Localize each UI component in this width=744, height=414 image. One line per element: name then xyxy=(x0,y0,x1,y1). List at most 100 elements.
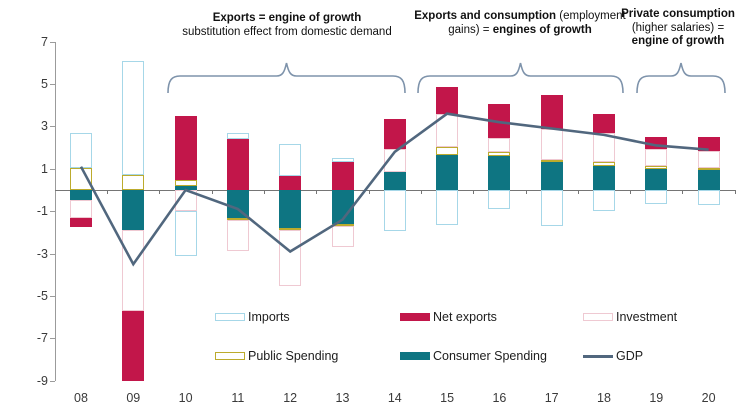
bar-segment xyxy=(174,180,197,186)
y-tick xyxy=(50,126,55,128)
y-tick-label: 5 xyxy=(41,77,48,91)
x-tick xyxy=(630,190,632,194)
bar-segment xyxy=(279,230,302,287)
bar-segment xyxy=(70,167,92,190)
bar-segment xyxy=(697,167,720,170)
bar-segment xyxy=(488,104,511,139)
legend-label: Net exports xyxy=(433,310,497,324)
group-brace xyxy=(167,62,406,94)
legend-item-public-spending: Public Spending xyxy=(215,349,338,363)
legend-item-net-exports: Net exports xyxy=(400,310,497,324)
bar-segment xyxy=(645,137,668,149)
investment-swatch-icon xyxy=(583,313,613,321)
consumer-spending-swatch-icon xyxy=(400,352,430,360)
legend-label: Public Spending xyxy=(248,349,339,363)
bar-segment xyxy=(436,113,459,147)
bar-segment xyxy=(226,139,249,190)
x-tick-label: 14 xyxy=(387,391,402,405)
x-tick-label: 09 xyxy=(126,391,141,405)
bar-segment xyxy=(540,162,563,190)
bar-segment xyxy=(383,148,406,172)
bar-segment xyxy=(122,230,145,311)
bar-segment xyxy=(70,199,92,218)
x-tick-label: 13 xyxy=(335,391,350,405)
bar-segment xyxy=(331,158,354,163)
y-tick-label: -7 xyxy=(36,331,48,346)
bar-segment xyxy=(383,171,406,190)
x-tick-label: 11 xyxy=(231,391,245,405)
bar-segment xyxy=(645,168,668,190)
bar-segment xyxy=(436,155,459,190)
x-tick xyxy=(577,190,579,194)
x-tick xyxy=(734,190,736,194)
bar-segment xyxy=(70,190,92,200)
bar-segment xyxy=(226,190,249,218)
x-tick-label: 08 xyxy=(74,391,88,405)
bar-segment xyxy=(488,138,511,152)
y-tick-label: -1 xyxy=(36,204,48,219)
y-tick xyxy=(50,168,55,170)
bar-segment xyxy=(697,190,720,205)
bar-segment xyxy=(645,165,668,169)
x-tick-label: 16 xyxy=(492,391,507,405)
bar-segment xyxy=(70,217,92,228)
bar-segment xyxy=(593,113,615,133)
y-tick xyxy=(50,253,55,255)
public-spending-swatch-icon xyxy=(215,352,245,360)
legend-item-consumer-spending: Consumer Spending xyxy=(400,349,547,363)
x-tick-label: 10 xyxy=(178,391,193,405)
y-tick xyxy=(50,41,55,43)
annotation-private-consumption: Private consumption (higher salaries) = en… xyxy=(621,8,735,47)
bar-segment xyxy=(279,190,302,229)
x-tick xyxy=(159,190,161,194)
bar-segment xyxy=(593,162,615,166)
y-tick xyxy=(50,84,55,85)
y-tick xyxy=(50,380,55,382)
net-exports-swatch-icon xyxy=(400,313,430,321)
bar-segment xyxy=(174,190,197,212)
x-tick xyxy=(211,190,213,194)
bar-segment xyxy=(174,211,197,256)
annotation-exports-engine: Exports = engine of growth substitution e… xyxy=(182,12,392,38)
bar-segment xyxy=(226,219,249,252)
x-tick xyxy=(368,190,370,194)
y-tick-label: 1 xyxy=(41,161,48,176)
legend-item-investment: Investment xyxy=(583,310,677,324)
bar-segment xyxy=(488,151,511,157)
bar-segment xyxy=(383,118,406,149)
legend-label: Consumer Spending xyxy=(433,349,547,363)
legend-label: GDP xyxy=(616,349,644,363)
bar-segment xyxy=(279,144,302,177)
bar-segment xyxy=(593,132,615,163)
y-axis-line xyxy=(55,41,56,381)
bar-segment xyxy=(488,190,511,210)
legend-label: Imports xyxy=(248,310,290,324)
bar-segment xyxy=(593,190,615,212)
bar-segment xyxy=(226,132,249,140)
y-tick-label: -3 xyxy=(36,246,48,261)
bar-segment xyxy=(383,190,406,232)
bar-segment xyxy=(174,115,197,181)
y-tick xyxy=(50,296,55,297)
bar-segment xyxy=(593,165,615,190)
legend-item-imports: Imports xyxy=(215,310,290,324)
x-tick-label: 20 xyxy=(701,391,716,405)
bar-segment xyxy=(279,176,302,190)
legend-item-gdp: GDP xyxy=(583,349,643,363)
y-tick xyxy=(50,338,55,340)
x-tick xyxy=(525,190,527,194)
bar-segment xyxy=(540,128,563,161)
bar-segment xyxy=(436,190,459,225)
group-brace xyxy=(636,62,726,94)
y-tick-label: -9 xyxy=(36,373,48,388)
bar-segment xyxy=(697,150,720,168)
legend-label: Investment xyxy=(616,310,678,324)
x-tick xyxy=(264,190,266,194)
x-tick-label: 19 xyxy=(649,391,664,405)
y-tick xyxy=(50,211,55,213)
bar-segment xyxy=(488,156,511,190)
y-tick-label: -5 xyxy=(36,289,48,303)
x-tick xyxy=(473,190,475,194)
y-tick-label: 3 xyxy=(41,119,48,134)
